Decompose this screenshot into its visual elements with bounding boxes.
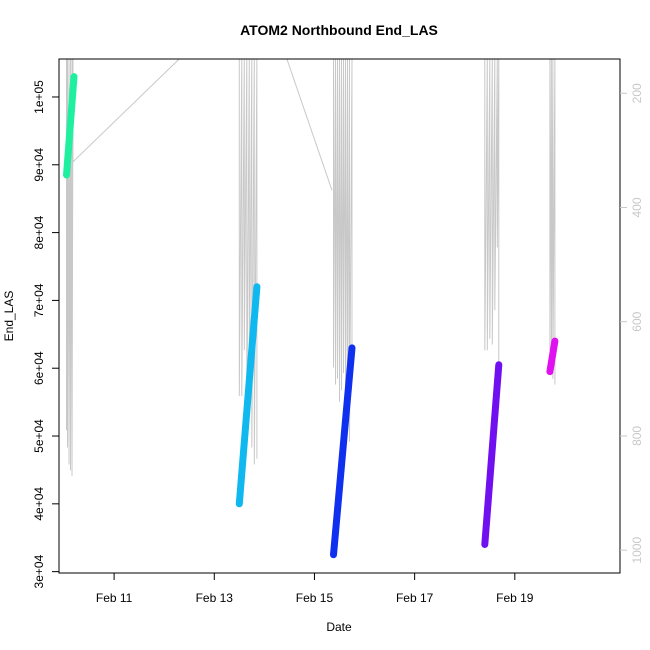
y2-tick-label: 800 xyxy=(630,426,644,446)
series-line xyxy=(235,283,261,508)
secondary-trace xyxy=(549,58,556,385)
y2-axis: 200 400 600 800 1000 xyxy=(620,83,644,564)
y-axis-label: End_LAS xyxy=(2,291,16,342)
series-line xyxy=(330,344,356,559)
x-tick-label: Feb 11 xyxy=(96,591,133,605)
y-tick-label: 3e+04 xyxy=(32,554,46,588)
y2-tick-label: 1000 xyxy=(630,537,644,564)
x-tick-label: Feb 19 xyxy=(496,591,534,605)
y-tick-label: 1e+05 xyxy=(32,80,46,114)
y-tick-label: 4e+04 xyxy=(32,487,46,521)
series-group xyxy=(63,73,559,559)
chart-title: ATOM2 Northbound End_LAS xyxy=(240,22,438,38)
y-tick-label: 6e+04 xyxy=(32,351,46,385)
y2-tick-label: 200 xyxy=(630,83,644,103)
y2-tick-label: 600 xyxy=(630,311,644,331)
x-tick-label: Feb 15 xyxy=(296,591,334,605)
y2-tick-label: 400 xyxy=(630,197,644,217)
y-tick-label: 8e+04 xyxy=(32,215,46,249)
x-axis-label: Date xyxy=(326,620,352,634)
series-line xyxy=(481,361,503,548)
secondary-lines xyxy=(66,58,556,476)
x-tick-label: Feb 13 xyxy=(196,591,234,605)
secondary-trace xyxy=(66,58,180,476)
y-axis: 3e+04 4e+04 5e+04 6e+04 7e+04 8e+04 9e+04 1e+05 xyxy=(32,80,59,588)
series-line xyxy=(546,337,559,376)
y-tick-label: 5e+04 xyxy=(32,419,46,453)
x-tick-label: Feb 17 xyxy=(396,591,434,605)
y-tick-label: 7e+04 xyxy=(32,283,46,317)
y-tick-label: 9e+04 xyxy=(32,148,46,182)
secondary-trace xyxy=(484,58,500,379)
secondary-trace xyxy=(238,58,258,465)
secondary-trace xyxy=(333,58,353,442)
x-axis: Feb 11 Feb 13 Feb 15 Feb 17 Feb 19 xyxy=(96,572,534,605)
series-line xyxy=(63,73,78,179)
secondary-trace xyxy=(286,58,333,191)
